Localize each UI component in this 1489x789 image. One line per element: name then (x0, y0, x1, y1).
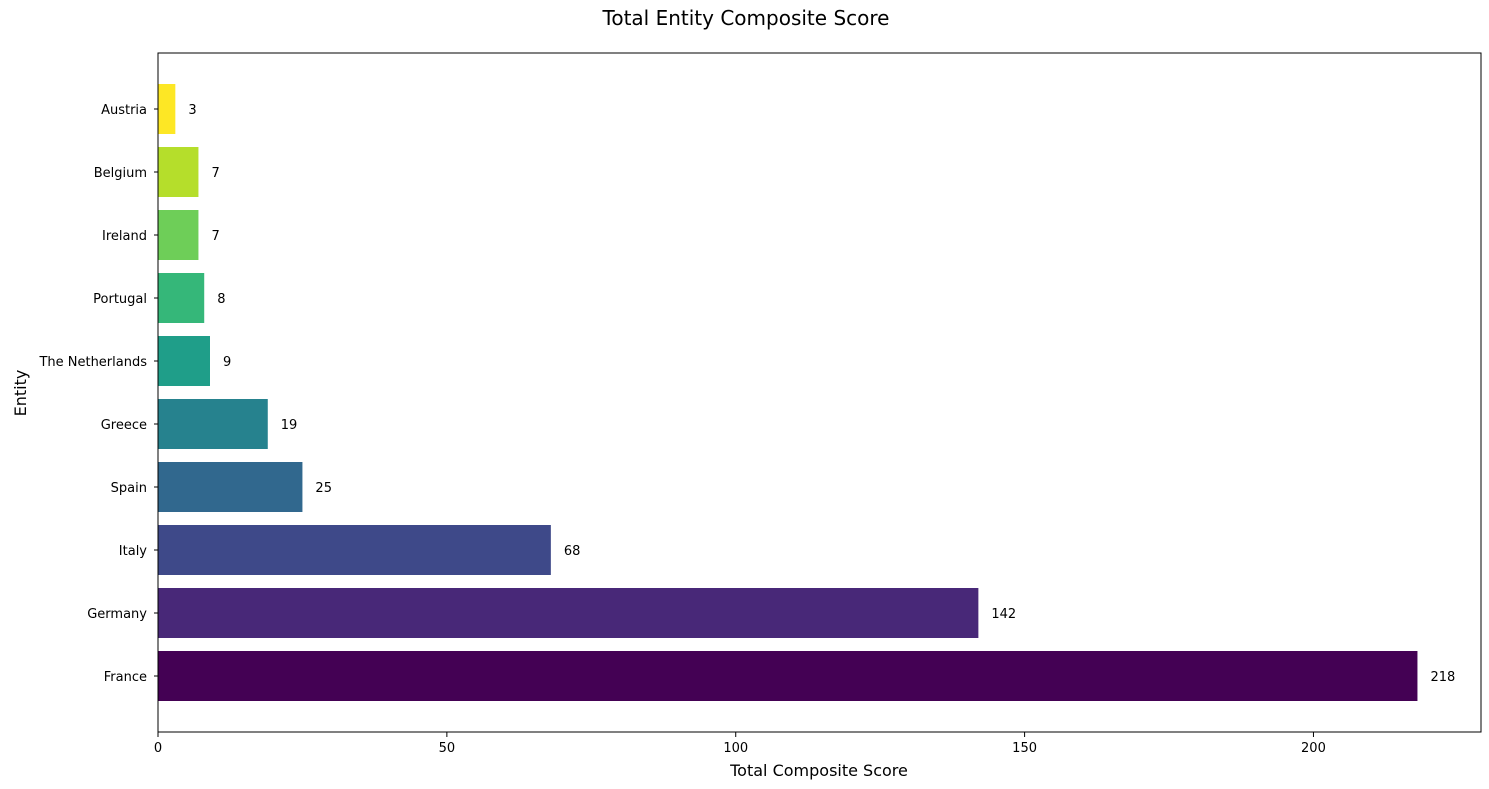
data-label: 7 (211, 229, 219, 244)
bar-portugal (158, 273, 205, 323)
bar-france (158, 651, 1418, 701)
y-tick-label: Ireland (102, 229, 147, 244)
bar-italy (158, 525, 551, 575)
data-label: 19 (281, 418, 298, 433)
plot-area: 218 France 142 Germany 68 Italy 25 Spain 19 Greec… (38, 84, 1455, 756)
x-tick-label: 50 (439, 741, 456, 756)
x-tick-label: 0 (154, 741, 162, 756)
bar-ireland (158, 210, 199, 260)
bar-the-netherlands (158, 336, 210, 386)
y-tick-label: Greece (101, 418, 147, 433)
y-tick-label: Germany (87, 607, 147, 622)
bar-spain (158, 462, 303, 512)
chart-title: Total Entity Composite Score (602, 6, 890, 30)
y-axis-label: Entity (11, 370, 30, 417)
data-label: 8 (217, 292, 225, 307)
data-label: 218 (1430, 670, 1455, 685)
y-tick-label: Italy (119, 544, 148, 559)
x-tick-label: 150 (1012, 741, 1037, 756)
data-label: 3 (188, 103, 196, 118)
x-axis-label: Total Composite Score (729, 761, 908, 780)
bar-germany (158, 588, 979, 638)
data-label: 25 (315, 481, 332, 496)
data-label: 142 (991, 607, 1016, 622)
data-label: 68 (564, 544, 581, 559)
y-tick-label: Portugal (93, 292, 147, 307)
y-tick-label: Spain (111, 481, 147, 496)
x-tick-label: 200 (1301, 741, 1326, 756)
y-tick-label: Belgium (94, 166, 147, 181)
y-tick-label: France (104, 670, 147, 685)
x-tick-label: 100 (723, 741, 748, 756)
data-label: 7 (211, 166, 219, 181)
bar-austria (158, 84, 176, 134)
y-tick-label: The Netherlands (38, 355, 147, 370)
data-label: 9 (223, 355, 231, 370)
bar-belgium (158, 147, 199, 197)
y-tick-label: Austria (101, 103, 147, 118)
plot-frame (157, 52, 1482, 733)
bar-greece (158, 399, 268, 449)
